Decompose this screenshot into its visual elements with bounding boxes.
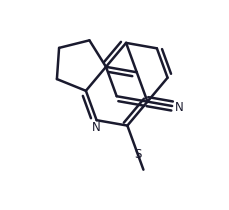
Text: S: S (134, 148, 142, 161)
Text: N: N (175, 101, 184, 114)
Text: N: N (92, 121, 101, 134)
